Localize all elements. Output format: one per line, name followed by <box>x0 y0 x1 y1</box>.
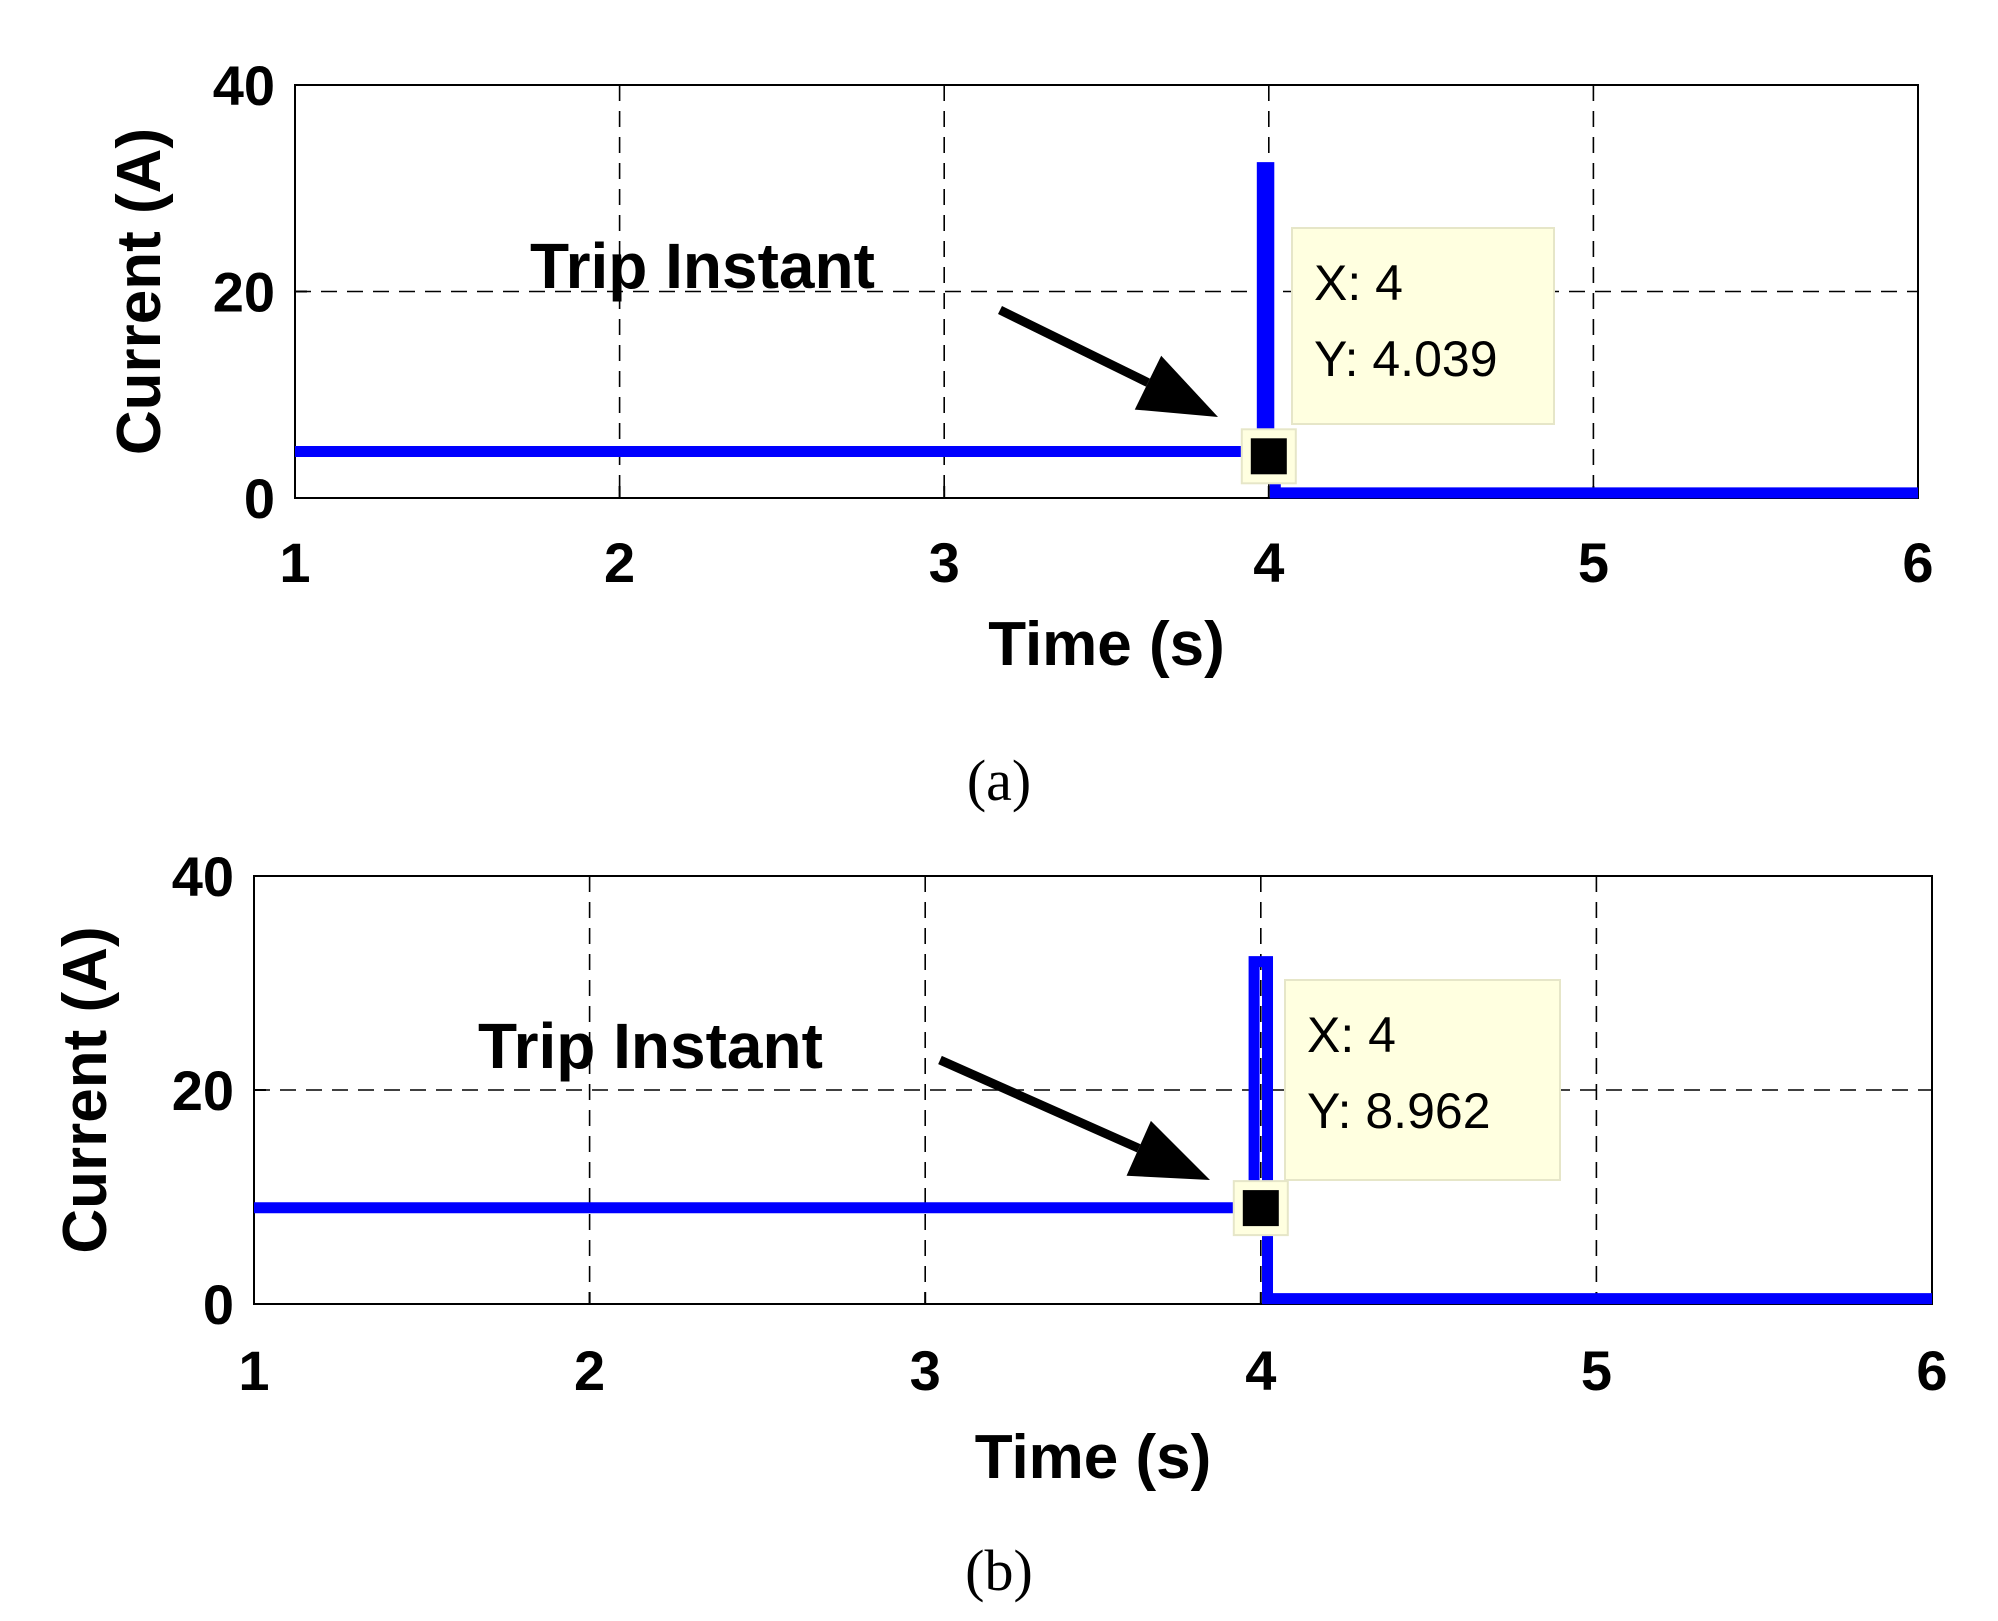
x-tick-label: 4 <box>1245 1339 1276 1402</box>
x-tick-label: 6 <box>1916 1339 1947 1402</box>
trip-instant-label: Trip Instant <box>530 230 875 302</box>
x-tick-label: 1 <box>279 531 310 594</box>
x-axis-label: Time (s) <box>975 1423 1212 1492</box>
x-tick-label: 6 <box>1902 531 1933 594</box>
y-axis-label: Current (A) <box>51 926 120 1253</box>
y-tick-label: 20 <box>213 261 275 324</box>
series-line <box>295 162 1918 499</box>
x-tick-label: 5 <box>1581 1339 1612 1402</box>
trip-instant-label: Trip Instant <box>478 1010 823 1082</box>
x-tick-label: 3 <box>910 1339 941 1402</box>
y-tick-label: 0 <box>244 467 275 530</box>
datatip-marker <box>1250 438 1287 475</box>
x-tick-label: 2 <box>574 1339 605 1402</box>
x-axis-label: Time (s) <box>988 610 1225 679</box>
y-tick-label: 20 <box>172 1059 234 1122</box>
chart-panel-a: 1 2 3 4 5 6 0 20 40 Time (s) Current (A) Trip Insta… <box>105 54 1934 813</box>
x-tick-label: 1 <box>238 1339 269 1402</box>
arrow-head <box>1126 1120 1210 1180</box>
datatip-y-label: Y: 4.039 <box>1314 331 1498 387</box>
arrow-shaft <box>998 305 1150 387</box>
datatip-x-label: X: 4 <box>1307 1007 1396 1063</box>
arrow-head <box>1134 355 1218 417</box>
y-tick-label: 40 <box>172 845 234 908</box>
y-axis-label: Current (A) <box>105 128 174 455</box>
x-tick-label: 3 <box>929 531 960 594</box>
datatip-y-label: Y: 8.962 <box>1307 1083 1491 1139</box>
y-tick-label: 0 <box>203 1273 234 1336</box>
datatip-x-label: X: 4 <box>1314 255 1403 311</box>
x-tick-label: 5 <box>1578 531 1609 594</box>
panel-caption: (a) <box>967 748 1031 813</box>
datatip-marker <box>1242 1190 1279 1227</box>
datatip-box <box>1291 227 1555 425</box>
y-tick-label: 40 <box>213 54 275 117</box>
panel-caption: (b) <box>965 1538 1033 1603</box>
series-line <box>254 956 1932 1305</box>
x-tick-label: 2 <box>604 531 635 594</box>
chart-panel-b: 1 2 3 4 5 6 0 20 40 Time (s) Current (A) Trip Insta… <box>51 845 1948 1603</box>
x-tick-label: 4 <box>1253 531 1284 594</box>
arrow-shaft <box>938 1055 1141 1153</box>
datatip-box <box>1284 979 1561 1181</box>
